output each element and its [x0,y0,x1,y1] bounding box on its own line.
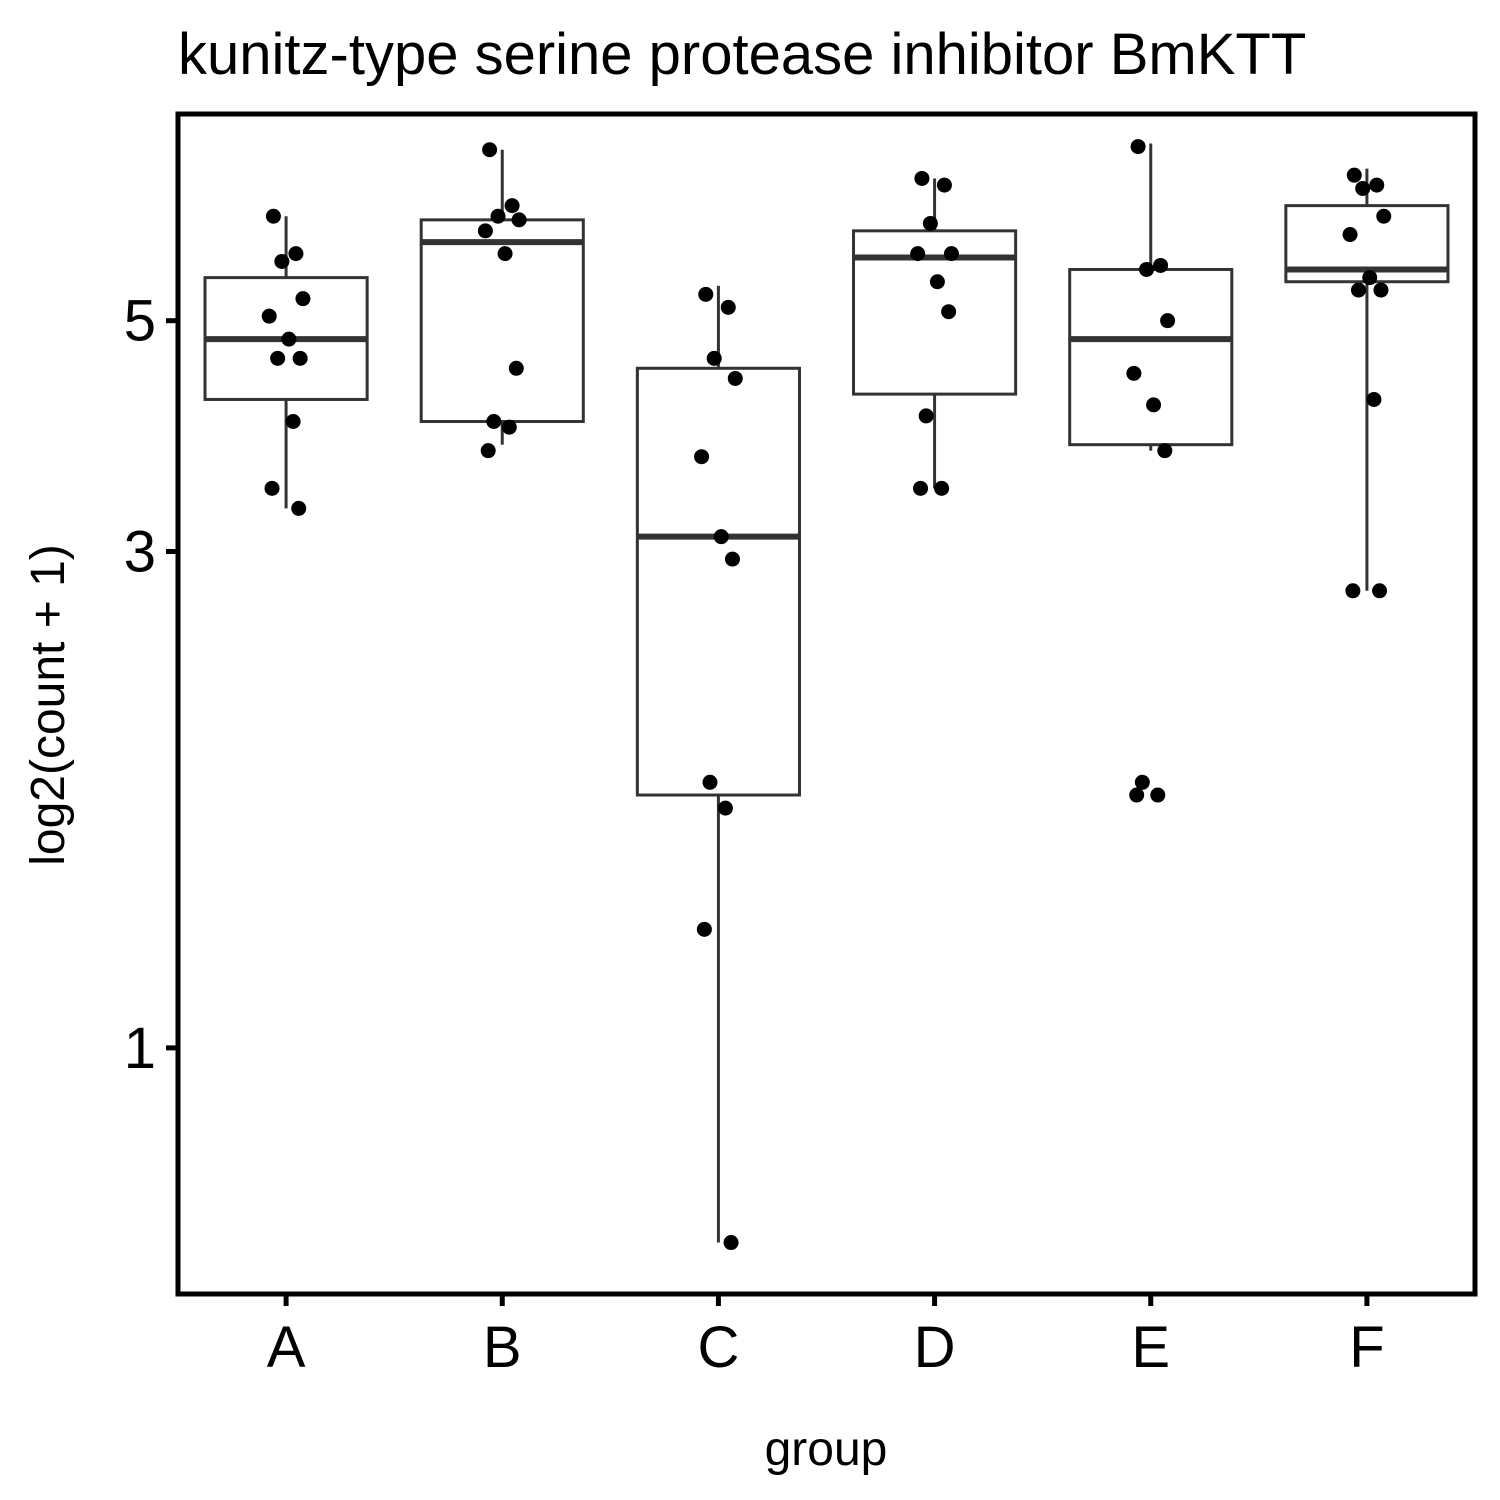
x-tick-label: C [697,1315,739,1380]
y-axis: 1 3 5 [124,289,178,1081]
data-point [281,331,297,347]
data-point [1369,177,1385,193]
data-point [1346,167,1362,183]
data-point [295,291,311,307]
data-point [723,1235,739,1251]
data-point [1139,261,1155,277]
data-point [914,170,930,186]
chart-title: kunitz-type serine protease inhibitor Bm… [178,22,1306,87]
box-F [1284,168,1450,591]
x-axis-title: group [765,1423,888,1476]
data-point [922,215,938,231]
data-point [694,449,710,465]
data-point [1146,397,1162,413]
data-point [943,246,959,262]
data-point [265,208,281,224]
data-point [288,246,304,262]
data-point [934,480,950,496]
data-point [929,274,945,290]
data-point [1345,583,1361,599]
data-point [1134,774,1150,790]
data-point [698,286,714,302]
data-point [497,246,513,262]
plot-panel [175,111,1478,1297]
data-point [910,246,926,262]
data-point [264,480,280,496]
data-point [1160,313,1176,329]
y-axis-title: log2(count + 1) [22,544,75,866]
box-C [635,285,801,1243]
data-point [717,800,733,816]
x-tick-label: D [914,1315,956,1380]
data-point [720,299,736,315]
box-body [1068,267,1234,447]
data-point [285,414,301,430]
points-layer [261,139,1392,1251]
data-point [477,223,493,239]
data-point [292,350,308,366]
data-point [480,443,496,459]
data-point [508,360,524,376]
data-point [727,370,743,386]
box-E [1068,143,1234,451]
data-point [696,921,712,937]
data-point [291,500,307,516]
data-point [501,419,517,435]
box-B [419,149,585,445]
data-point [261,308,277,324]
data-point [724,551,740,567]
data-point [1126,365,1142,381]
data-point [511,212,527,228]
box-body [635,366,801,797]
x-tick-label: A [267,1315,306,1380]
data-point [482,142,498,158]
data-point [713,529,729,545]
data-point [490,208,506,224]
x-axis: A B C D E F [267,1294,1385,1380]
data-point [1130,139,1146,155]
data-point [1342,227,1358,243]
x-tick-label: B [483,1315,522,1380]
data-point [702,774,718,790]
data-point [936,177,952,193]
data-point [270,350,286,366]
data-point [1355,180,1371,196]
y-tick-label: 3 [124,519,156,584]
data-point [274,253,290,269]
x-tick-label: E [1131,1315,1170,1380]
data-point [1150,787,1166,803]
data-point [1157,443,1173,459]
data-point [1376,208,1392,224]
data-point [918,408,934,424]
data-point [1366,391,1382,407]
data-point [504,198,520,214]
x-tick-label: F [1349,1315,1384,1380]
data-point [1372,583,1388,599]
data-point [1373,282,1389,298]
data-point [1153,257,1169,273]
data-point [486,414,502,430]
data-point [706,350,722,366]
box-body [419,218,585,424]
data-point [941,304,957,320]
data-point [1350,282,1366,298]
data-point [1129,787,1145,803]
y-tick-label: 5 [124,289,156,354]
data-point [1362,270,1378,286]
data-point [913,480,929,496]
y-tick-label: 1 [124,1016,156,1081]
